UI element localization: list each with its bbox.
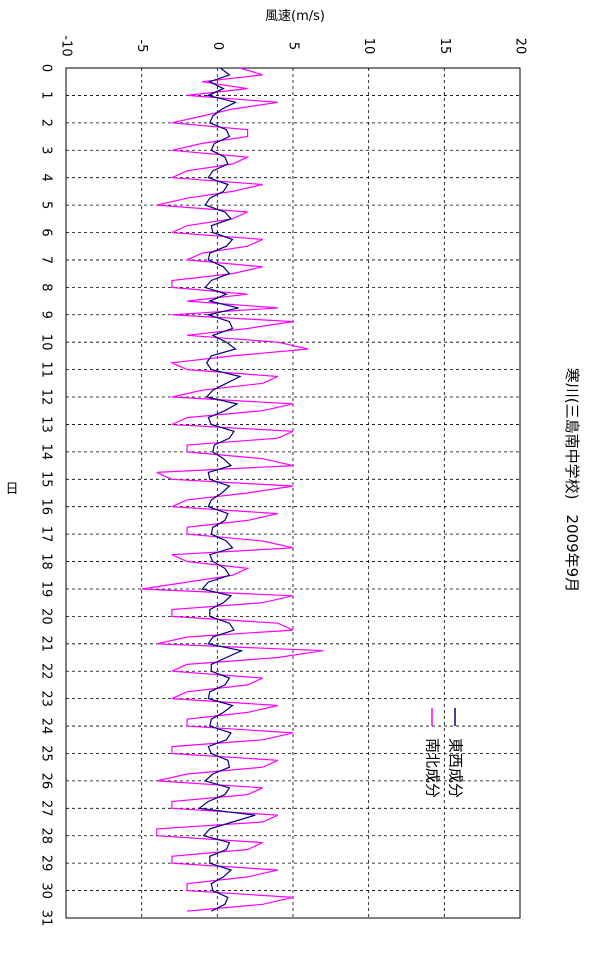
x-tick-label: 21 xyxy=(39,636,54,653)
x-tick-label: 3 xyxy=(39,146,54,154)
data-line xyxy=(197,67,256,912)
data-line xyxy=(141,67,324,912)
x-tick-label: 11 xyxy=(39,361,54,378)
x-tick-label: 19 xyxy=(39,581,54,598)
x-tick-label: 1 xyxy=(39,91,54,99)
x-tick-label: 29 xyxy=(39,855,54,872)
x-tick-label: 14 xyxy=(39,444,54,461)
x-tick-label: 7 xyxy=(39,256,54,264)
plot-frame xyxy=(65,67,521,919)
x-tick-label: 25 xyxy=(39,745,54,762)
y-tick-label: -5 xyxy=(134,40,149,53)
x-tick-label: 16 xyxy=(39,498,54,515)
x-tick-label: 17 xyxy=(39,526,54,543)
y-tick-label: 5 xyxy=(286,42,301,50)
x-tick-label: 4 xyxy=(39,174,54,182)
x-tick-label: 5 xyxy=(39,201,54,209)
x-tick-label: 18 xyxy=(39,553,54,570)
x-tick-label: 26 xyxy=(39,773,54,790)
y-tick-label: -10 xyxy=(59,35,74,56)
y-tick-label: 20 xyxy=(513,38,528,55)
x-tick-label: 27 xyxy=(39,800,54,817)
legend-label: 東西成分 xyxy=(447,738,465,798)
x-tick-label: 12 xyxy=(39,389,54,406)
x-tick-label: 24 xyxy=(39,718,54,735)
y-tick-label: 15 xyxy=(437,38,452,55)
x-tick-label: 28 xyxy=(39,827,54,844)
y-tick-label: 0 xyxy=(210,42,225,50)
x-tick-label: 6 xyxy=(39,228,54,236)
x-tick-label: 9 xyxy=(39,311,54,319)
x-tick-label: 8 xyxy=(39,283,54,291)
x-tick-label: 2 xyxy=(39,119,54,127)
x-tick-label: 22 xyxy=(39,663,54,680)
chart-title: 寒川(三島南中学校) 2009年9月 xyxy=(563,368,581,592)
x-tick-label: 10 xyxy=(39,334,54,351)
y-tick-label: 10 xyxy=(361,38,376,55)
y-axis-label: 風速(m/s) xyxy=(265,9,325,24)
x-tick-label: 0 xyxy=(39,64,54,72)
legend-label: 南北成分 xyxy=(424,738,442,798)
x-tick-label: 31 xyxy=(39,910,54,927)
x-tick-label: 23 xyxy=(39,690,54,707)
x-axis-label: 日 xyxy=(5,482,18,497)
x-tick-label: 30 xyxy=(39,882,54,899)
x-tick-label: 20 xyxy=(39,608,54,625)
x-tick-label: 13 xyxy=(39,416,54,433)
x-tick-label: 15 xyxy=(39,471,54,488)
